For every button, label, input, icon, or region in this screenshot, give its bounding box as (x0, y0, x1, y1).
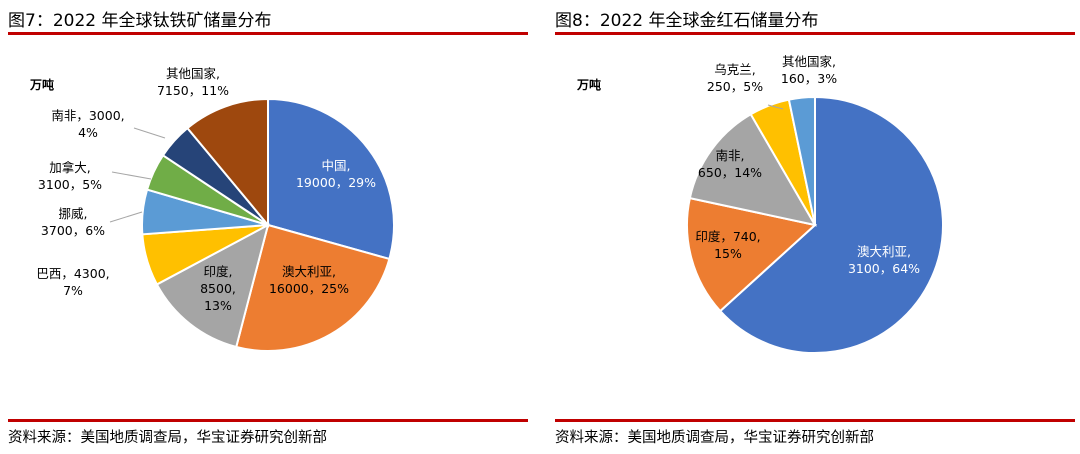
data-label-印度: 印度，740, 15% (695, 229, 760, 261)
pie-slice-中国 (267, 97, 395, 261)
data-label-澳大利亚: 澳大利亚, 3100，64% (848, 244, 920, 276)
chart-panel-ilmenite: 图7：2022 年全球钛铁矿储量分布 万吨 中国, 19000，29% 澳大利亚, 1… (8, 0, 528, 454)
source-note: 资料来源：美国地质调查局，华宝证券研究创新部 (8, 430, 327, 446)
title-rule (8, 32, 528, 35)
chart-panel-rutile: 图8：2022 年全球金红石储量分布 万吨 澳大利亚, 3100，64% 印度，74… (555, 0, 1075, 454)
leader-line-挪威 (109, 211, 143, 223)
pie-chart-rutile: 澳大利亚, 3100，64% 印度，740, 15% 南非, 650，14% 乌克兰, 250… (686, 54, 944, 354)
pie-slice-其他国家 (186, 97, 269, 228)
leader-line-乌克兰 (767, 104, 784, 110)
data-label-南非: 南非, 650，14% (698, 148, 762, 180)
source-note: 资料来源：美国地质调查局，华宝证券研究创新部 (555, 430, 874, 446)
data-label-南非: 南非，3000, 4% (51, 108, 124, 140)
leader-line-加拿大 (111, 171, 152, 180)
data-label-其他国家: 其他国家, 7150，11% (157, 66, 229, 98)
title-rule (555, 32, 1075, 35)
data-label-乌克兰: 乌克兰, 250，5% (707, 62, 763, 94)
pie-slice-印度 (686, 196, 818, 313)
pie-slice-南非 (688, 112, 817, 227)
unit-label: 万吨 (30, 78, 55, 92)
data-label-印度: 印度, 8500, 13% (200, 264, 236, 313)
pie-slice-澳大利亚 (718, 95, 944, 354)
unit-label: 万吨 (577, 78, 602, 92)
source-rule (8, 419, 528, 422)
leader-line-南非 (133, 127, 166, 139)
data-label-澳大利亚: 澳大利亚, 16000，25% (269, 264, 349, 296)
source-rule (555, 419, 1075, 422)
data-label-挪威: 挪威, 3700，6% (41, 206, 105, 238)
chart-title: 图7：2022 年全球钛铁矿储量分布 (8, 11, 272, 31)
data-label-巴西: 巴西，4300, 7% (36, 266, 109, 298)
chart-title: 图8：2022 年全球金红石储量分布 (555, 11, 819, 31)
data-label-中国: 中国, 19000，29% (296, 158, 376, 190)
pie-slice-其他国家 (787, 95, 816, 226)
data-label-其他国家: 其他国家, 160，3% (781, 54, 837, 86)
pie-slice-印度 (155, 223, 270, 349)
pie-slice-澳大利亚 (235, 223, 391, 352)
pie-chart-ilmenite: 中国, 19000，29% 澳大利亚, 16000，25% 印度, 8500, 13% 巴西，… (36, 66, 395, 352)
data-label-加拿大: 加拿大, 3100，5% (38, 160, 102, 192)
